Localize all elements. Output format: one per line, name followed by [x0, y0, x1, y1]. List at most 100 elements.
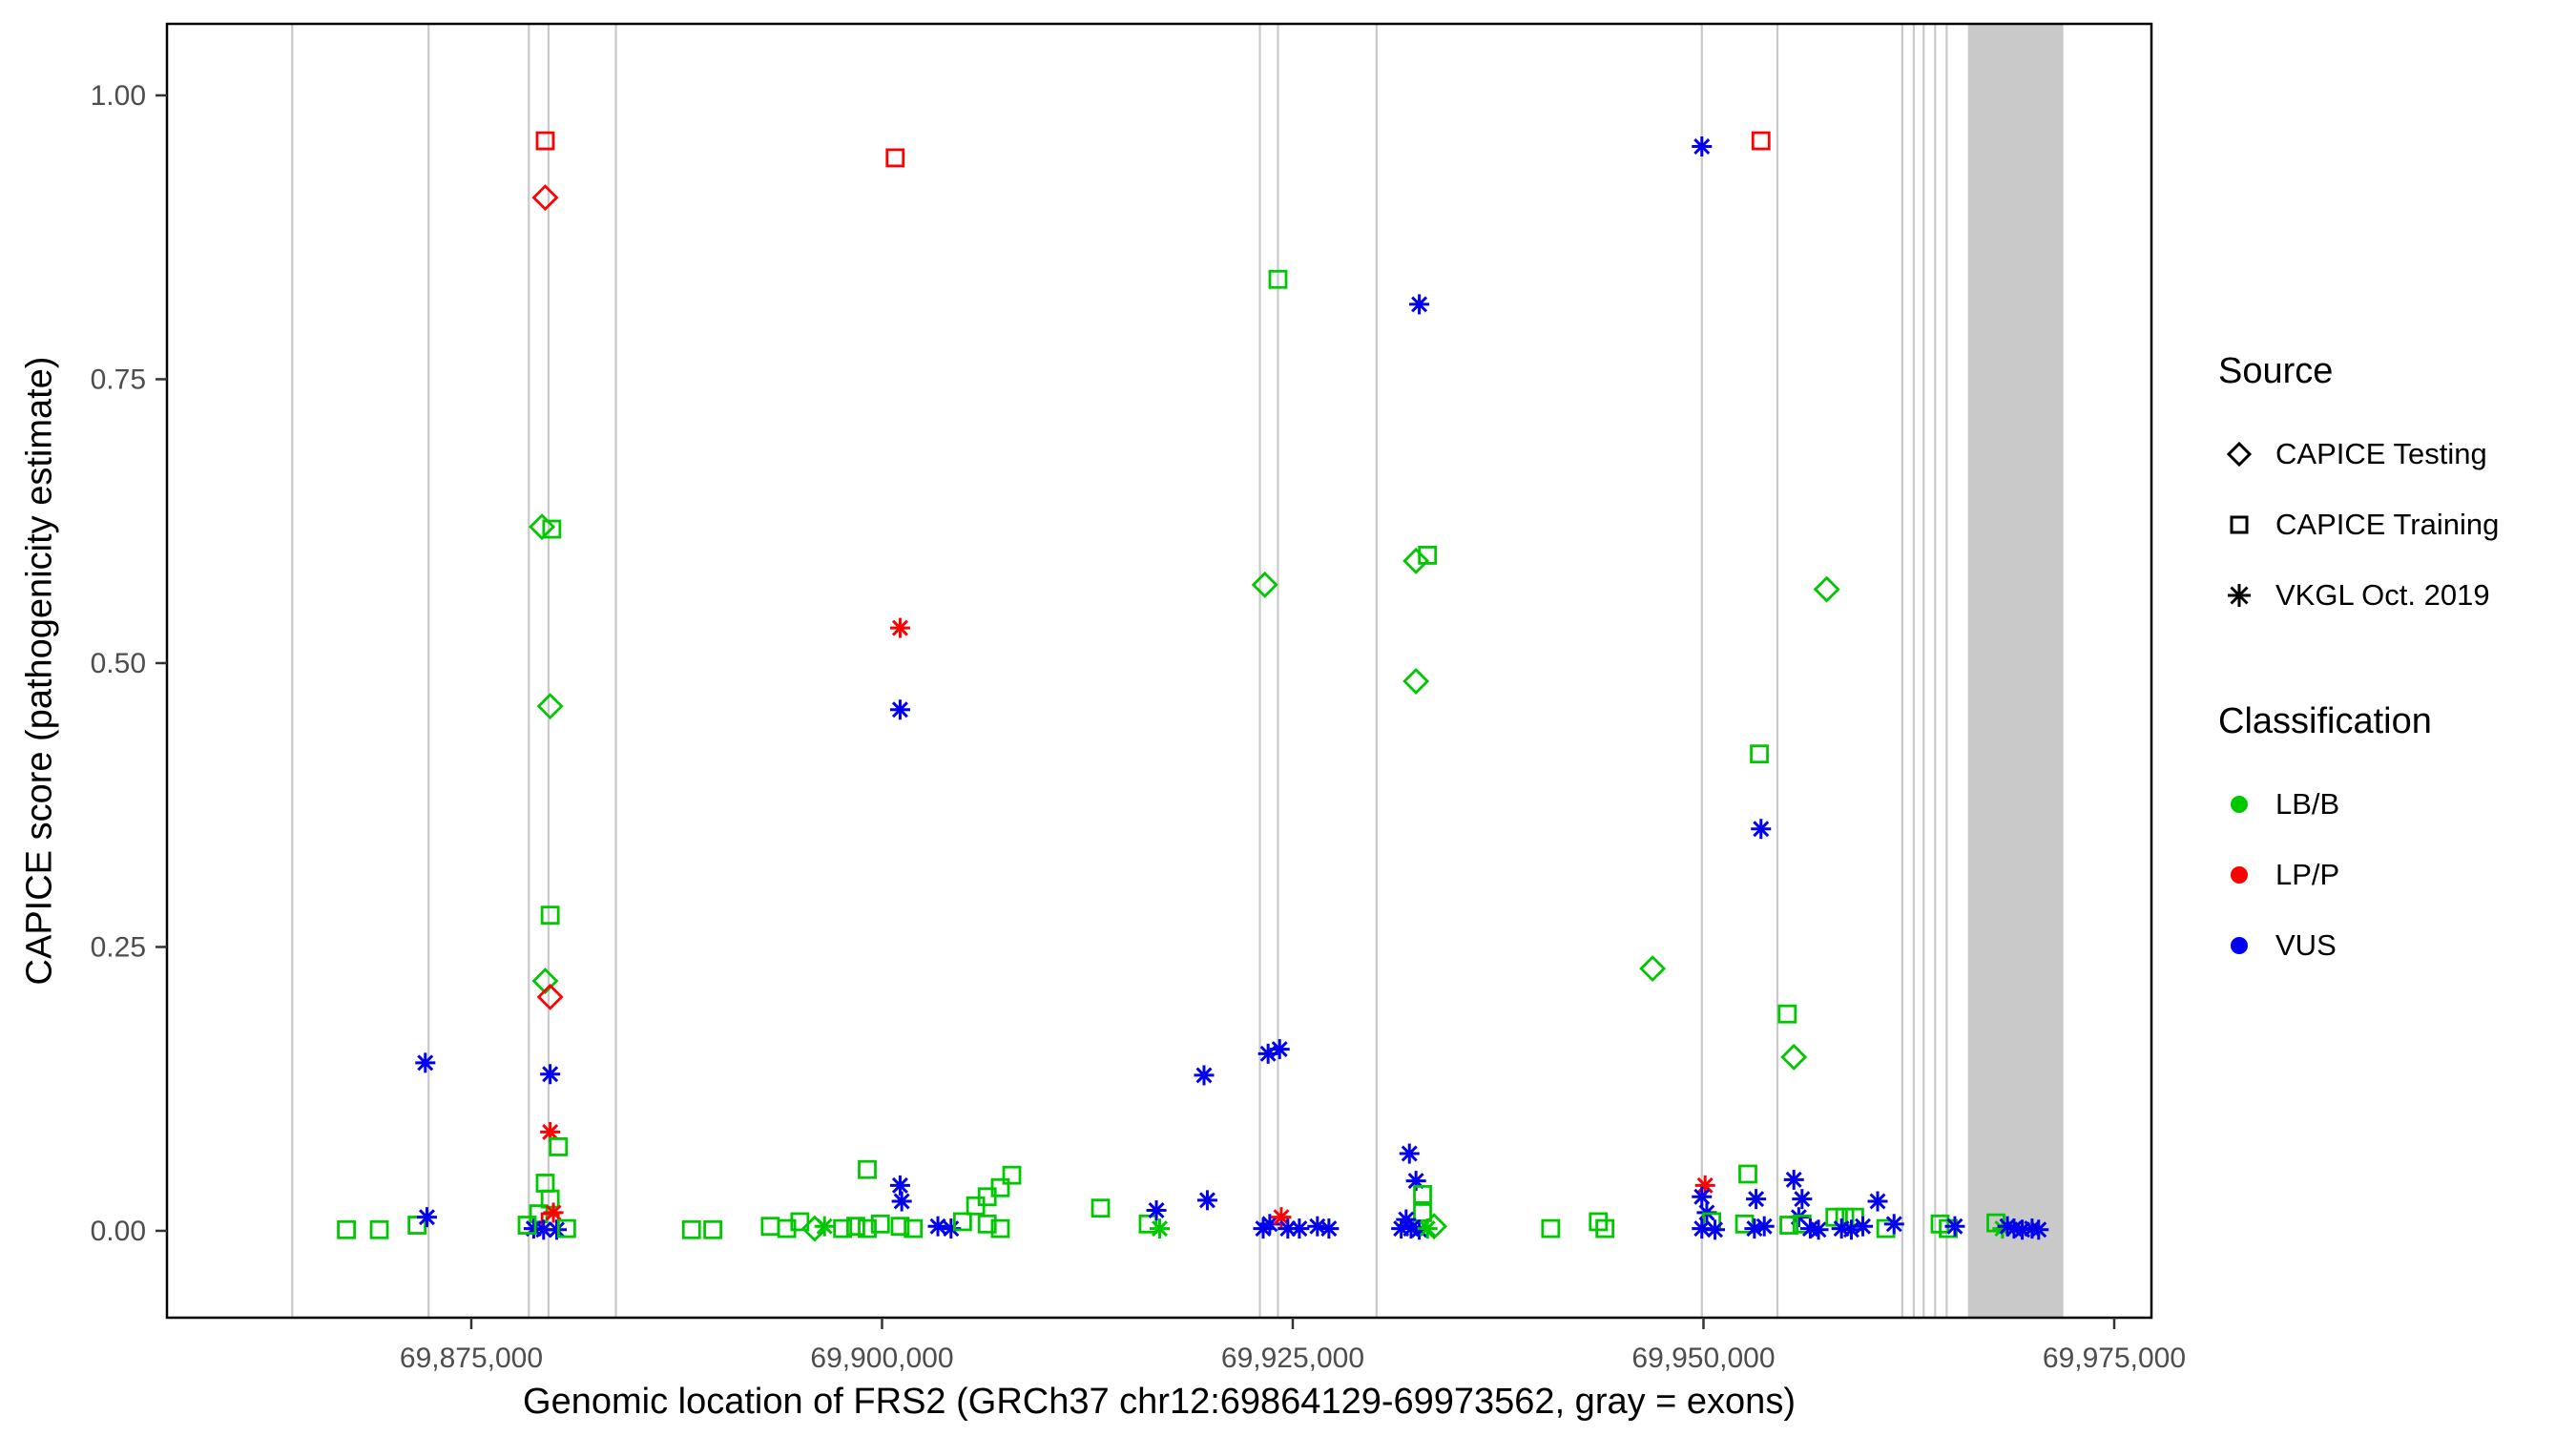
point-asterisk	[1751, 819, 1772, 840]
point-square	[556, 1218, 576, 1238]
legend-item-label: CAPICE Testing	[2275, 437, 2487, 470]
point-square	[885, 148, 905, 168]
point-square	[760, 1217, 780, 1237]
point-asterisk	[1692, 1218, 1713, 1239]
points-layer	[337, 131, 2049, 1242]
x-tick-label: 69,875,000	[400, 1342, 543, 1374]
x-tick-label: 69,975,000	[2043, 1342, 2186, 1374]
point-square	[977, 1214, 997, 1234]
panel-border	[165, 22, 2153, 1320]
legend-item-lpp: LP/P	[2218, 840, 2432, 910]
exons-layer	[291, 24, 2064, 1318]
point-diamond	[1251, 571, 1278, 598]
point-square	[870, 1214, 890, 1234]
legend-item-vus: VUS	[2218, 910, 2432, 981]
point-asterisk	[1391, 1218, 1412, 1239]
point-asterisk	[1307, 1216, 1328, 1237]
legend-classification: Classification LB/B LP/P VUS	[2218, 701, 2432, 981]
y-tick-label: 0.75	[91, 364, 146, 395]
point-diamond	[1421, 1213, 1448, 1240]
point-asterisk	[1194, 1065, 1215, 1086]
point-asterisk	[1746, 1189, 1767, 1210]
point-asterisk	[1692, 136, 1713, 157]
legend-source: Source CAPICE Testing CAPICE Training	[2218, 351, 2499, 631]
point-square	[833, 1218, 853, 1238]
point-square	[1541, 1218, 1561, 1238]
point-asterisk	[889, 617, 910, 638]
point-asterisk	[540, 1064, 561, 1085]
legend-item-label: LP/P	[2275, 858, 2340, 891]
point-square	[703, 1219, 723, 1239]
vus-dot-icon	[2231, 937, 2248, 954]
point-square	[858, 1218, 877, 1238]
point-square	[540, 1189, 560, 1209]
point-asterisk	[1399, 1143, 1420, 1164]
point-square	[549, 1137, 569, 1156]
point-square	[1825, 1207, 1845, 1227]
point-square	[681, 1219, 701, 1239]
square-glyph	[2230, 515, 2249, 534]
point-diamond	[531, 184, 559, 212]
exon-region	[1967, 24, 2064, 1318]
point-asterisk	[415, 1052, 436, 1073]
asterisk-icon	[2228, 584, 2251, 607]
x-tick-label: 69,925,000	[1221, 1342, 1364, 1374]
y-axis-title: CAPICE score (pathogenicity estimate)	[19, 356, 60, 986]
point-asterisk	[1150, 1218, 1171, 1239]
point-square	[337, 1219, 357, 1239]
point-asterisk	[1783, 1169, 1804, 1190]
lpp-dot	[2231, 866, 2248, 884]
point-square	[1413, 1184, 1432, 1204]
x-tick-label: 69,900,000	[810, 1342, 953, 1374]
point-square	[990, 1177, 1010, 1197]
point-square	[1091, 1198, 1111, 1218]
point-asterisk	[1754, 1216, 1775, 1237]
point-square	[1418, 546, 1438, 565]
legend-source-title: Source	[2218, 351, 2334, 391]
point-square	[1779, 1216, 1798, 1235]
point-asterisk	[1417, 1218, 1438, 1239]
point-asterisk	[1146, 1200, 1167, 1221]
point-asterisk	[927, 1216, 948, 1237]
point-square	[540, 905, 560, 926]
point-square	[904, 1218, 924, 1238]
asterisk-glyph	[2228, 584, 2251, 607]
y-axis: 0.00 0.25 0.50 0.75 1.00	[91, 80, 167, 1247]
point-square	[1595, 1218, 1615, 1238]
point-asterisk	[1867, 1191, 1888, 1212]
point-asterisk	[1883, 1214, 1904, 1235]
point-square	[542, 519, 562, 539]
lbb-dot	[2231, 796, 2248, 813]
x-axis-title: Genomic location of FRS2 (GRCh37 chr12:6…	[523, 1382, 1796, 1422]
x-axis: 69,875,000 69,900,000 69,925,000 69,950,000…	[400, 1318, 2186, 1374]
point-diamond	[531, 968, 559, 995]
point-square	[1777, 1004, 1797, 1024]
square-icon	[2230, 515, 2249, 534]
legend-item-lbb: LB/B	[2218, 769, 2432, 840]
legend-classification-title: Classification	[2218, 701, 2432, 741]
point-square	[517, 1216, 537, 1235]
point-asterisk	[416, 1207, 437, 1228]
point-square	[1751, 131, 1771, 151]
point-square	[1413, 1203, 1432, 1222]
point-asterisk	[1692, 1186, 1713, 1207]
vus-dot	[2231, 937, 2248, 954]
diamond-icon	[2226, 441, 2253, 468]
y-tick-label: 0.25	[91, 931, 146, 963]
legend-item-label: CAPICE Training	[2275, 508, 2500, 541]
point-diamond	[536, 693, 564, 720]
legend-item-capice-training: CAPICE Training	[2218, 489, 2499, 560]
point-square	[1738, 1164, 1757, 1184]
point-square	[990, 1218, 1010, 1238]
point-square	[790, 1212, 810, 1232]
point-asterisk	[1944, 1216, 1965, 1237]
point-square	[846, 1217, 865, 1237]
point-asterisk	[1319, 1218, 1340, 1239]
point-square	[1735, 1214, 1755, 1234]
point-asterisk	[889, 1175, 910, 1196]
point-asterisk	[814, 1216, 835, 1237]
point-asterisk	[1792, 1189, 1813, 1210]
point-asterisk	[941, 1218, 962, 1239]
